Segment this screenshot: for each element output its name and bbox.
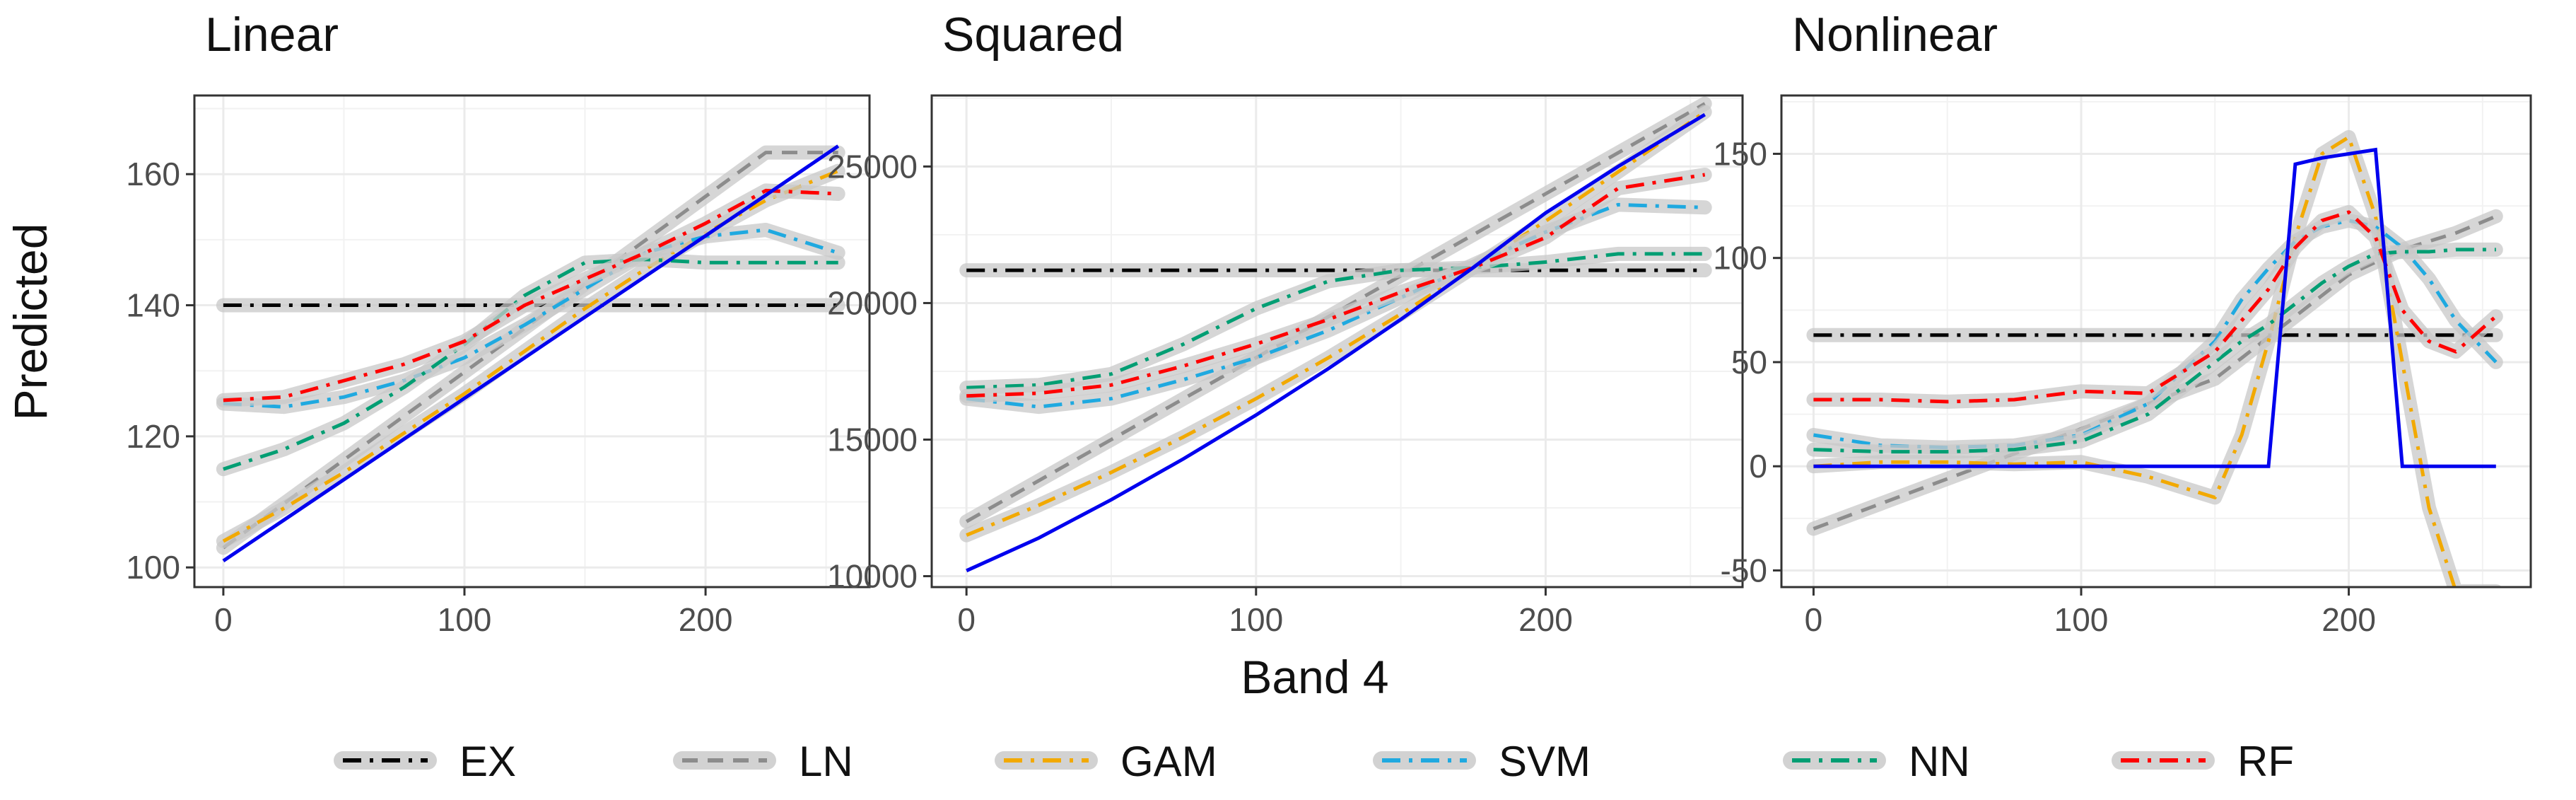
- y-tick-label: 160: [126, 156, 180, 192]
- y-tick-label: 25000: [827, 148, 918, 185]
- series-line-svm: [223, 228, 839, 409]
- y-tick-label: 0: [1749, 448, 1767, 485]
- series-line-rf: [223, 188, 838, 402]
- legend: EX LN GAM SVM NN RF: [334, 738, 2294, 785]
- series-line-nn: [966, 252, 1705, 390]
- true-function-line: [1813, 147, 2496, 468]
- legend-label: EX: [459, 738, 516, 785]
- x-tick-label: 0: [1805, 601, 1823, 638]
- x-tick-label: 0: [214, 601, 233, 638]
- y-tick-label: 100: [126, 549, 180, 586]
- series-lines: [959, 96, 1712, 573]
- panel-nonlinear: 0 100 200 -50 0 50 100 150 Nonlinear: [1713, 8, 2532, 638]
- legend-label: LN: [799, 738, 853, 785]
- x-tick-label: 0: [957, 601, 976, 638]
- y-tick-label: 140: [126, 287, 180, 324]
- legend-label: NN: [1909, 738, 1970, 785]
- panel-frame: [930, 94, 1744, 589]
- series-line-gam: [1813, 135, 2457, 587]
- y-tick-label: 120: [126, 418, 180, 455]
- series-line-rf: [966, 173, 1706, 398]
- x-tick-label: 100: [438, 601, 492, 638]
- legend-item-ln: LN: [673, 738, 853, 785]
- band-rf: [216, 183, 845, 407]
- x-tick-label: 100: [2054, 601, 2109, 638]
- y-tick-label: 50: [1731, 344, 1767, 381]
- x-tick-label: 200: [2322, 601, 2376, 638]
- panel-title: Nonlinear: [1792, 8, 1998, 62]
- legend-item-svm: SVM: [1373, 738, 1591, 785]
- true-function-line: [222, 144, 840, 562]
- legend-label: RF: [2237, 738, 2294, 785]
- y-tick-label: 100: [1713, 240, 1767, 277]
- series-lines: [1806, 129, 2503, 587]
- y-tick-label: 10000: [827, 558, 918, 595]
- panel-squared: 0 100 200 10000 15000 20000 25000 Squared: [827, 8, 1744, 638]
- series-lines: [216, 144, 845, 562]
- legend-label: SVM: [1499, 738, 1591, 785]
- true-function-line: [966, 112, 1706, 573]
- panel-title: Linear: [205, 8, 339, 62]
- x-tick-label: 200: [1518, 601, 1573, 638]
- legend-label: GAM: [1120, 738, 1217, 785]
- y-axis-title: Predicted: [4, 224, 57, 421]
- x-axis-title: Band 4: [1241, 651, 1388, 703]
- panel-title: Squared: [942, 8, 1124, 62]
- series-line-rf: [1813, 210, 2498, 404]
- series-line-nn: [223, 257, 838, 471]
- y-tick-label: 15000: [827, 422, 918, 458]
- band-nn: [1806, 242, 2503, 459]
- panel-linear: 0 100 200 100 120 140 160 Linear: [126, 8, 871, 638]
- y-tick-label: 150: [1713, 135, 1767, 172]
- x-tick-label: 200: [679, 601, 733, 638]
- y-tick-label: 20000: [827, 284, 918, 321]
- legend-item-nn: NN: [1783, 738, 1970, 785]
- x-tick-label: 100: [1229, 601, 1283, 638]
- y-tick-label: -50: [1721, 552, 1767, 589]
- series-line-ln: [222, 151, 838, 550]
- legend-item-gam: GAM: [995, 738, 1217, 785]
- legend-item-rf: RF: [2112, 738, 2294, 785]
- series-line-gam: [966, 110, 1706, 537]
- panel-frame: [193, 94, 871, 589]
- panel-frame: [1780, 94, 2532, 589]
- legend-item-ex: EX: [334, 738, 516, 785]
